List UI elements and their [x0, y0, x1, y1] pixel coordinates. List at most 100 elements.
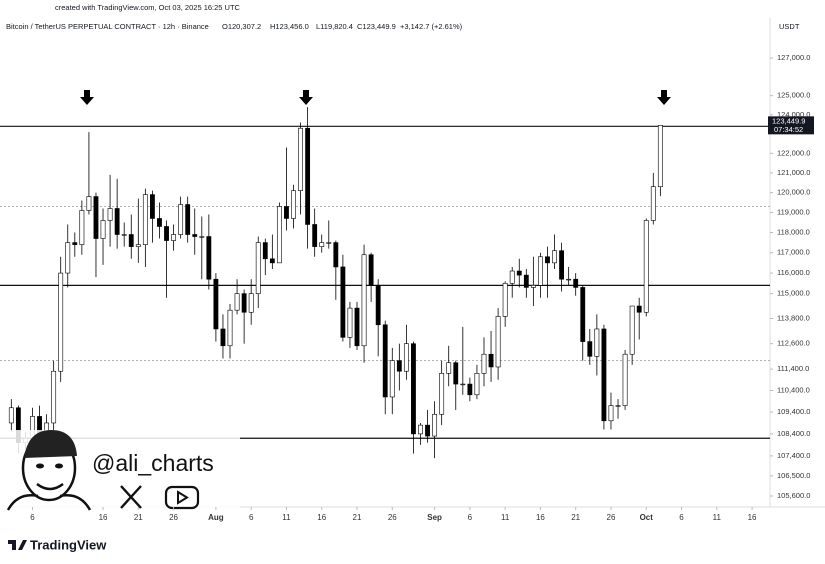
candle-body — [538, 256, 543, 286]
candle-body — [305, 127, 311, 225]
candle-body — [65, 242, 71, 274]
candle-body — [51, 370, 57, 424]
candle-body — [361, 254, 367, 347]
candle-body — [269, 258, 275, 264]
candle-body — [157, 218, 162, 227]
candle-body — [530, 285, 536, 288]
y-tick-label: 112,600.0 — [777, 339, 810, 348]
symbol-title: Bitcoin / TetherUS PERPETUAL CONTRACT · … — [6, 22, 209, 31]
candle-body — [580, 287, 586, 342]
eye — [36, 463, 44, 469]
candle-body — [467, 383, 473, 396]
candle-body — [629, 305, 635, 355]
candle-body — [615, 405, 621, 407]
arrow — [80, 90, 94, 105]
currency: USDT — [779, 22, 800, 31]
candle-body — [566, 278, 572, 281]
candle-body — [178, 204, 184, 235]
candle-body — [72, 242, 78, 245]
candle-body — [573, 278, 579, 288]
candle-body — [276, 206, 282, 264]
x-tick-label: Oct — [640, 513, 654, 522]
candle-body — [185, 204, 191, 235]
x-tick-label: 26 — [169, 513, 178, 522]
x-tick-label: 11 — [282, 513, 291, 522]
candle-body — [255, 242, 261, 294]
candle-body — [375, 285, 381, 326]
candle-body — [149, 194, 155, 219]
candle-body — [142, 194, 148, 245]
candle-body — [368, 254, 374, 286]
x-tick-label: 21 — [353, 513, 362, 522]
y-tick-label: 127,000.0 — [777, 53, 810, 62]
y-tick-label: 124,000.0 — [777, 110, 810, 119]
x-tick-label: 6 — [249, 513, 254, 522]
candle-body — [107, 208, 113, 221]
candle-body — [608, 405, 614, 422]
candle-body — [291, 190, 296, 219]
candle-body — [418, 424, 423, 435]
candle-body — [481, 353, 487, 374]
candle-body — [241, 293, 247, 313]
candle-body — [622, 353, 628, 406]
candle-body — [319, 242, 325, 247]
candle-body — [354, 307, 360, 347]
brand-name: TradingView — [30, 537, 107, 552]
arrow — [657, 90, 671, 105]
x-tick-label: 6 — [679, 513, 684, 522]
y-tick-label: 115,000.0 — [777, 289, 810, 298]
x-tick-label: 6 — [468, 513, 473, 522]
arrow — [299, 90, 313, 105]
x-tick-label: 16 — [536, 513, 545, 522]
y-tick-label: 117,000.0 — [777, 248, 810, 257]
avatar — [0, 430, 240, 511]
candle-body — [79, 210, 85, 245]
y-tick-label: 108,400.0 — [777, 429, 810, 438]
hair — [24, 430, 77, 458]
shoulders — [6, 494, 92, 511]
candle-body — [213, 278, 219, 330]
y-tick-label: 113,800.0 — [777, 313, 810, 322]
candle-body — [509, 270, 515, 284]
x-tick-label: 16 — [748, 513, 757, 522]
candle-body — [552, 250, 557, 264]
plot-area — [0, 107, 770, 459]
candle-body — [382, 324, 388, 398]
watermark-handle: @ali_charts — [92, 450, 214, 476]
y-tick-label: 116,000.0 — [777, 268, 810, 277]
y-tick-label: 107,400.0 — [777, 451, 810, 460]
ohlc-close: C123,449.9 — [357, 22, 396, 31]
candle-body — [86, 196, 92, 211]
brand-mark — [8, 540, 27, 550]
candle-body — [587, 341, 593, 357]
price-tag-box — [768, 116, 814, 135]
candle-body — [164, 226, 169, 241]
candle-body — [171, 234, 176, 241]
candle-body — [227, 309, 233, 347]
candle-body — [128, 234, 134, 247]
candle-body — [312, 224, 318, 247]
x-tick-label: 6 — [30, 513, 35, 522]
candle-body — [516, 270, 522, 276]
candle-body — [234, 293, 240, 311]
candle-body — [657, 125, 663, 187]
eye — [55, 463, 63, 469]
x-icon-stroke — [120, 485, 142, 509]
candle-body — [121, 234, 127, 236]
candle-body — [389, 360, 395, 398]
candle-body — [559, 250, 565, 280]
candle-body — [340, 266, 346, 338]
candle-body — [636, 305, 642, 313]
candle-body — [199, 236, 205, 238]
price-tag-timer: 07:34:52 — [774, 125, 803, 134]
candle-body — [284, 206, 289, 219]
y-tick-label: 119,000.0 — [777, 207, 810, 216]
y-tick-label: 110,400.0 — [777, 385, 810, 394]
candle-body — [396, 360, 402, 372]
candle-body — [248, 293, 254, 313]
candle-body — [411, 343, 416, 435]
candle-body — [135, 244, 141, 247]
y-tick-label: 125,000.0 — [777, 91, 810, 100]
